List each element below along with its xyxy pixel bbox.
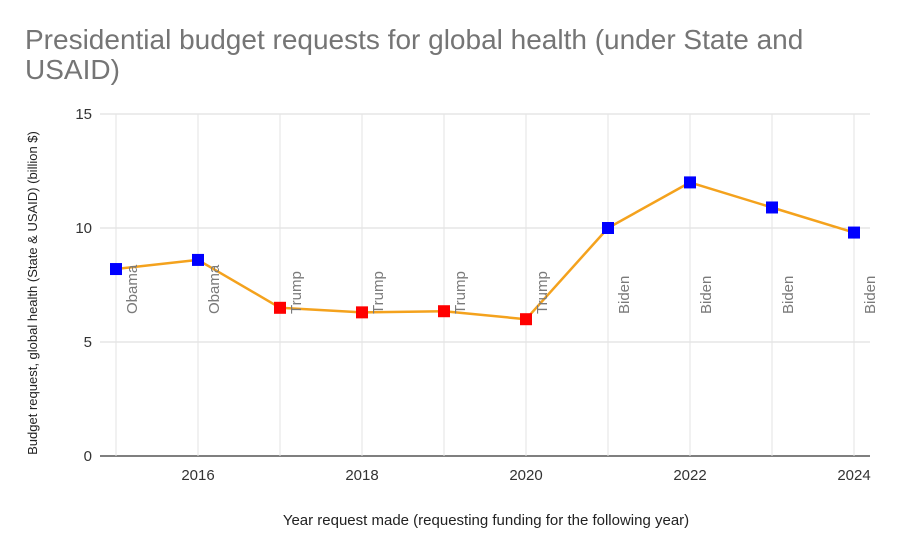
- grid-layer: [100, 113, 870, 457]
- x-axis-title: Year request made (requesting funding fo…: [283, 512, 689, 529]
- data-label: Biden: [780, 276, 797, 314]
- data-label: Trump: [288, 271, 305, 314]
- point-label-layer: Obama Obama Trump Trump Trump Trump Biden Biden…: [124, 264, 879, 314]
- x-tick-label: 2018: [345, 467, 378, 484]
- data-point-marker: [356, 306, 368, 319]
- x-tick-label: 2016: [181, 467, 214, 484]
- marker-layer: [110, 176, 860, 326]
- y-tick-label: 5: [84, 334, 92, 351]
- data-point-marker: [192, 253, 204, 266]
- y-tick-labels: 0 5 10 15: [75, 106, 92, 465]
- y-tick-label: 0: [84, 448, 92, 465]
- data-label: Obama: [124, 264, 141, 314]
- data-label: Trump: [534, 271, 551, 314]
- data-point-marker: [766, 201, 778, 214]
- series-line-layer: [115, 181, 855, 321]
- data-point-marker: [520, 313, 532, 326]
- data-point-marker: [438, 305, 450, 318]
- y-tick-label: 15: [75, 106, 92, 123]
- data-label: Biden: [862, 276, 879, 314]
- chart-title: Presidential budget requests for global …: [25, 24, 804, 85]
- series-line: [115, 181, 855, 321]
- data-point-marker: [602, 222, 614, 234]
- data-label: Trump: [370, 271, 387, 314]
- data-point-marker: [684, 176, 696, 189]
- y-axis-title: Budget request, global health (State & U…: [25, 131, 40, 455]
- data-label: Biden: [698, 276, 715, 314]
- x-tick-labels: 2016 2018 2020 2022 2024: [181, 467, 870, 484]
- x-tick-label: 2020: [509, 467, 542, 484]
- data-label: Biden: [616, 276, 633, 314]
- data-point-marker: [110, 263, 122, 276]
- x-tick-label: 2024: [837, 467, 870, 484]
- data-label: Obama: [206, 264, 223, 314]
- data-point-marker: [848, 226, 860, 239]
- y-tick-label: 10: [75, 220, 92, 237]
- x-tick-label: 2022: [673, 467, 706, 484]
- data-point-marker: [274, 301, 286, 314]
- data-label: Trump: [452, 271, 469, 314]
